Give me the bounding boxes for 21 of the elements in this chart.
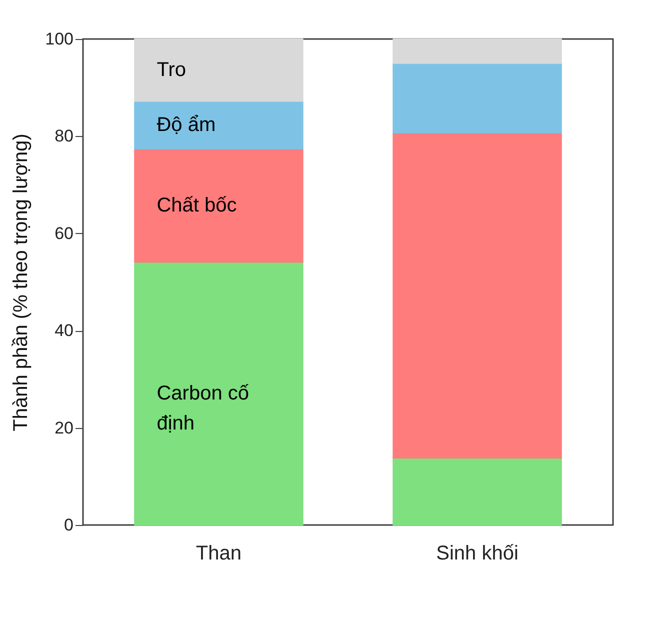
y-tick-label: 80 xyxy=(54,126,74,146)
bar xyxy=(392,62,562,134)
bar xyxy=(134,38,304,102)
y-tick-label: 100 xyxy=(45,30,74,48)
y-tick-label: 60 xyxy=(54,224,74,243)
series-label: Carbon cố định xyxy=(156,382,250,435)
bar xyxy=(134,100,304,150)
bar xyxy=(392,132,562,459)
y-tick-label: 20 xyxy=(54,418,74,438)
y-axis-title: Thành phần (% theo trọng lượng) xyxy=(10,134,32,432)
y-tick-label: 0 xyxy=(64,516,74,534)
x-tick-label: Sinh khối xyxy=(436,542,518,564)
bar xyxy=(134,148,304,263)
series-label: Độ ẩm xyxy=(156,114,216,136)
x-tick-label: Than xyxy=(196,542,242,564)
bar xyxy=(134,261,304,526)
y-tick-label: 40 xyxy=(54,321,74,340)
bar xyxy=(392,38,562,64)
series-label: Chất bốc xyxy=(156,194,237,216)
bar xyxy=(392,457,562,526)
series-label: Tro xyxy=(156,59,186,82)
